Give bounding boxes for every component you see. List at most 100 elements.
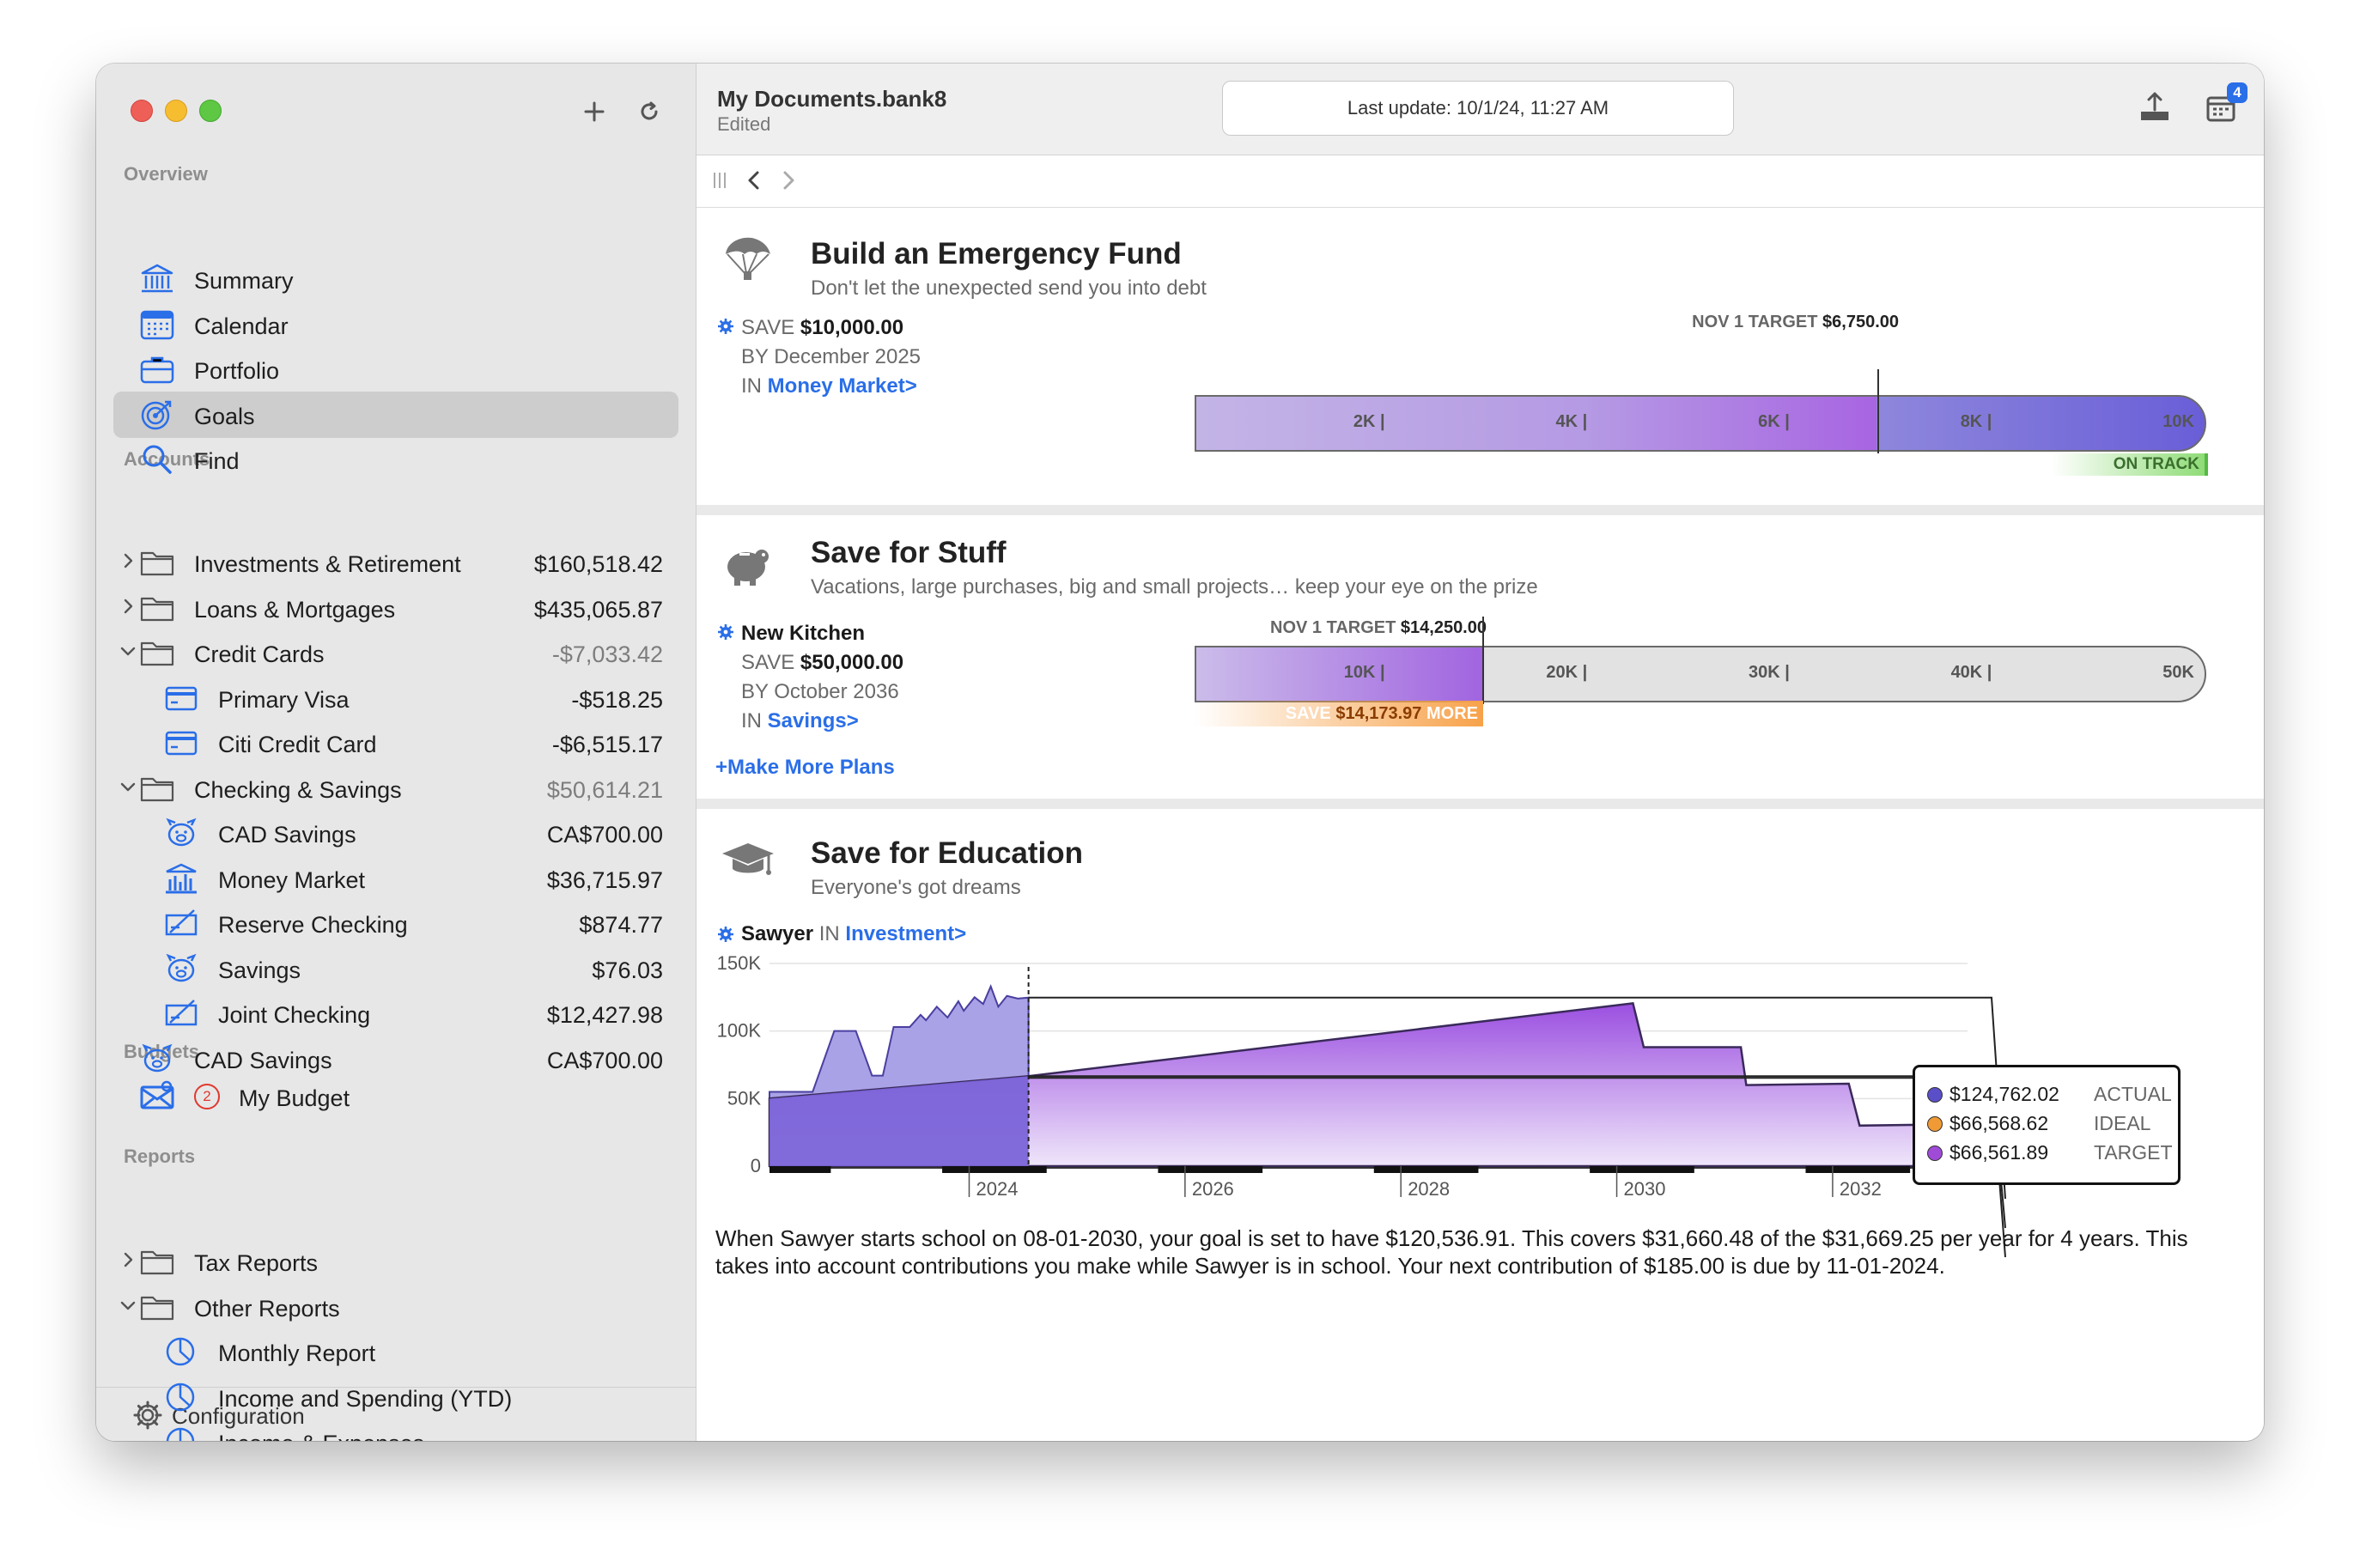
sidebar-item-cad-savings[interactable]: CAD Savings CA$700.00 bbox=[96, 811, 696, 854]
sidebar-item-savings[interactable]: Savings $76.03 bbox=[96, 947, 696, 990]
section-reports: Reports bbox=[124, 1146, 196, 1167]
close-window-button[interactable] bbox=[131, 100, 153, 122]
sidebar-item-label: Loans & Mortgages bbox=[194, 596, 396, 623]
chevron-right-icon[interactable] bbox=[119, 597, 137, 616]
goal-settings-icon[interactable] bbox=[717, 318, 734, 335]
save-amount: $10,000.00 bbox=[800, 316, 904, 339]
zoom-window-button[interactable] bbox=[199, 100, 222, 122]
x-tick-label: 2028 bbox=[1408, 1178, 1450, 1200]
goal-subtitle: Don't let the unexpected send you into d… bbox=[811, 277, 1207, 300]
sidebar-item-goals[interactable]: Goals bbox=[96, 391, 696, 438]
pie-chart-icon bbox=[163, 1425, 199, 1441]
folder-icon bbox=[139, 592, 175, 624]
sidebar-item-cad-savings[interactable]: CAD Savings CA$700.00 bbox=[96, 1037, 696, 1080]
graduation-cap-icon bbox=[721, 833, 776, 888]
account-link[interactable]: Investment> bbox=[845, 922, 967, 945]
account-link[interactable]: Money Market> bbox=[767, 374, 917, 398]
refresh-icon[interactable] bbox=[632, 94, 666, 129]
sidebar-item-other-reports[interactable]: Other Reports bbox=[96, 1285, 696, 1328]
selection-highlight bbox=[113, 391, 678, 438]
chart-legend: $124,762.02 ACTUAL $66,568.62 IDEAL $66,561.… bbox=[1913, 1065, 2181, 1185]
sidebar-item-checking-savings[interactable]: Checking & Savings $50,614.21 bbox=[96, 767, 696, 810]
calendar-icon bbox=[139, 308, 175, 341]
goal-title: Save for Stuff bbox=[811, 536, 1007, 569]
legend-swatch bbox=[1927, 1146, 1943, 1161]
goal-settings-icon[interactable] bbox=[717, 623, 734, 641]
navigation-bar bbox=[696, 155, 2264, 208]
sidebar-item-investments-retirement[interactable]: Investments & Retirement $160,518.42 bbox=[96, 541, 696, 584]
briefcase-icon bbox=[139, 353, 175, 386]
make-more-plans-link[interactable]: +Make More Plans bbox=[715, 756, 895, 779]
sidebar-toggle-icon[interactable] bbox=[709, 167, 734, 193]
account-link[interactable]: Savings> bbox=[767, 709, 859, 732]
sidebar-item-label: Monthly Report bbox=[218, 1340, 376, 1366]
chevron-right-icon[interactable] bbox=[119, 551, 137, 570]
last-update-status[interactable]: Last update: 10/1/24, 11:27 AM bbox=[1222, 81, 1734, 136]
save-label: SAVE bbox=[741, 316, 795, 339]
sidebar-item-label: CAD Savings bbox=[194, 1047, 332, 1073]
by-date: December 2025 bbox=[774, 345, 921, 368]
pie-chart-icon bbox=[163, 1381, 199, 1413]
calendar-badge: 4 bbox=[2227, 82, 2247, 103]
back-icon[interactable] bbox=[741, 167, 767, 193]
bar-tick-label: 2K | bbox=[1353, 412, 1385, 431]
stuff-progress-bar[interactable]: 10K | 20K | 30K | 40K | 50K bbox=[1195, 646, 2206, 702]
y-tick-label: 0 bbox=[751, 1155, 761, 1176]
piggy-bank-icon bbox=[721, 538, 776, 593]
forward-icon[interactable] bbox=[776, 167, 801, 193]
chevron-down-icon[interactable] bbox=[119, 1296, 137, 1315]
sidebar-item-joint-checking[interactable]: Joint Checking $12,427.98 bbox=[96, 992, 696, 1035]
bar-tick-label: 50K bbox=[2162, 663, 2194, 682]
sidebar-item-income-and-spending-ytd[interactable]: Income and Spending (YTD) bbox=[96, 1376, 696, 1419]
x-axis-year-band bbox=[1373, 1166, 1479, 1173]
chevron-down-icon[interactable] bbox=[119, 641, 137, 660]
in-label: IN bbox=[741, 374, 762, 398]
x-tick-label: 2032 bbox=[1840, 1178, 1882, 1200]
folder-icon bbox=[139, 1245, 175, 1278]
bar-tick-label: 10K bbox=[2162, 412, 2194, 431]
sidebar-item-monthly-report[interactable]: Monthly Report bbox=[96, 1330, 696, 1373]
bar-tick-label: 40K | bbox=[1950, 663, 1992, 682]
sidebar-item-my-budget[interactable]: 2 My Budget bbox=[96, 1075, 696, 1118]
configuration-footer[interactable]: Configuration bbox=[96, 1387, 696, 1441]
sidebar-item-credit-cards[interactable]: Credit Cards -$7,033.42 bbox=[96, 631, 696, 674]
card-divider bbox=[696, 505, 2264, 515]
sidebar-item-reserve-checking[interactable]: Reserve Checking $874.77 bbox=[96, 902, 696, 945]
y-tick-label: 100K bbox=[717, 1020, 762, 1042]
sidebar-item-primary-visa[interactable]: Primary Visa -$518.25 bbox=[96, 677, 696, 720]
sidebar-item-citi-credit-card[interactable]: Citi Credit Card -$6,515.17 bbox=[96, 721, 696, 764]
sidebar-item-portfolio[interactable]: Portfolio bbox=[96, 348, 696, 391]
bar-tick-label: 10K | bbox=[1343, 663, 1385, 682]
account-balance: -$7,033.42 bbox=[551, 641, 663, 667]
plan-name: New Kitchen bbox=[741, 622, 866, 645]
export-icon[interactable] bbox=[2136, 89, 2174, 127]
save-amount: $50,000.00 bbox=[800, 651, 904, 674]
toolbar: My Documents.bank8 Edited Last update: 1… bbox=[696, 64, 2264, 155]
add-icon[interactable] bbox=[577, 94, 611, 129]
sidebar-item-label: Income & Expenses bbox=[218, 1431, 424, 1441]
goal-settings-icon[interactable] bbox=[717, 926, 734, 943]
goal-card-stuff: Save for Stuff Vacations, large purchase… bbox=[696, 515, 2264, 799]
sidebar-item-loans-mortgages[interactable]: Loans & Mortgages $435,065.87 bbox=[96, 586, 696, 629]
sidebar-item-income-expenses[interactable]: Income & Expenses bbox=[96, 1420, 696, 1441]
sidebar-item-calendar[interactable]: Calendar bbox=[96, 303, 696, 346]
minimize-window-button[interactable] bbox=[165, 100, 187, 122]
main-content: My Documents.bank8 Edited Last update: 1… bbox=[696, 64, 2264, 1441]
x-axis-year-band bbox=[1158, 1166, 1263, 1173]
sidebar-item-tax-reports[interactable]: Tax Reports bbox=[96, 1240, 696, 1283]
in-label: IN bbox=[741, 709, 762, 732]
chevron-down-icon[interactable] bbox=[119, 777, 137, 796]
chevron-right-icon[interactable] bbox=[119, 1250, 137, 1269]
bank-icon bbox=[139, 263, 175, 295]
scheduled-calendar-icon[interactable]: 4 bbox=[2203, 82, 2247, 127]
target-label: NOV 1 TARGET $6,750.00 bbox=[1692, 313, 1899, 331]
emergency-progress-bar[interactable]: 2K | 4K | 6K | 8K | 10K bbox=[1195, 395, 2206, 452]
target-label: NOV 1 TARGET $14,250.00 bbox=[1270, 618, 1487, 637]
education-savings-chart[interactable]: 150K 100K 50K 0 2024 2026 2028 2030 2032 bbox=[696, 951, 2264, 1312]
x-axis-year-band bbox=[942, 1166, 1047, 1173]
sidebar-item-money-market[interactable]: Money Market $36,715.97 bbox=[96, 857, 696, 900]
sidebar-item-find[interactable]: Find bbox=[96, 438, 696, 481]
sidebar-item-summary[interactable]: Summary bbox=[96, 258, 696, 301]
account-balance: $50,614.21 bbox=[546, 776, 663, 803]
sidebar-item-label: Citi Credit Card bbox=[218, 732, 377, 757]
